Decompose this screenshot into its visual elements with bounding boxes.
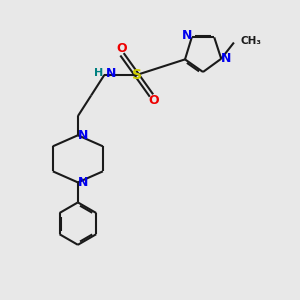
Text: O: O <box>116 42 127 55</box>
Text: N: N <box>182 29 192 42</box>
Text: N: N <box>78 129 88 142</box>
Text: H: H <box>94 68 104 78</box>
Text: O: O <box>148 94 159 107</box>
Text: CH₃: CH₃ <box>240 36 261 46</box>
Text: N: N <box>78 176 88 189</box>
Text: S: S <box>132 68 142 82</box>
Text: N: N <box>106 67 116 80</box>
Text: N: N <box>220 52 231 65</box>
